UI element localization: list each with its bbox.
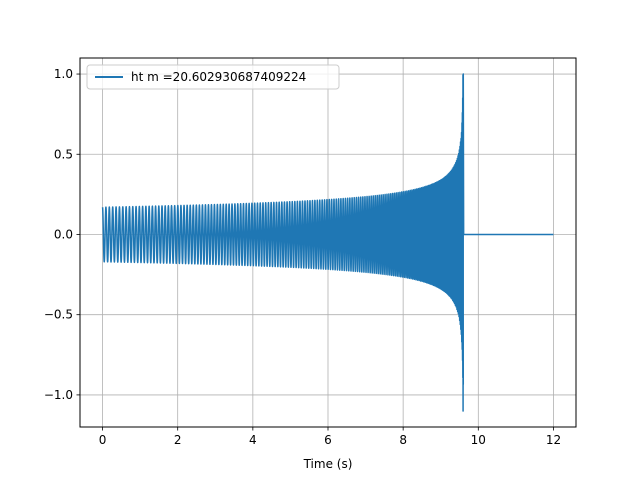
x-tick-label: 8	[399, 433, 407, 447]
x-axis-label: Time (s)	[303, 457, 353, 471]
x-tick-label: 10	[471, 433, 486, 447]
y-tick-label: −0.5	[44, 308, 73, 322]
y-tick-label: 0.0	[54, 227, 73, 241]
series-line-ht-m	[101, 73, 554, 412]
x-tick-label: 6	[324, 433, 332, 447]
legend: ht m =20.602930687409224	[86, 64, 340, 90]
legend-label: ht m =20.602930687409224	[131, 70, 306, 84]
x-tick-label: 4	[249, 433, 257, 447]
legend-box	[86, 64, 340, 90]
y-tick-label: 0.5	[54, 147, 73, 161]
x-tick-label: 12	[546, 433, 561, 447]
y-tick-label: −1.0	[44, 388, 73, 402]
x-tick-label: 0	[99, 433, 107, 447]
plot-area	[101, 73, 554, 412]
y-tick-label: 1.0	[54, 67, 73, 81]
axis-ticks: 0 2 4 6 8 10 12 −1.0 −0.5 0.0 0.5 1.0	[44, 67, 561, 447]
x-tick-label: 2	[174, 433, 182, 447]
